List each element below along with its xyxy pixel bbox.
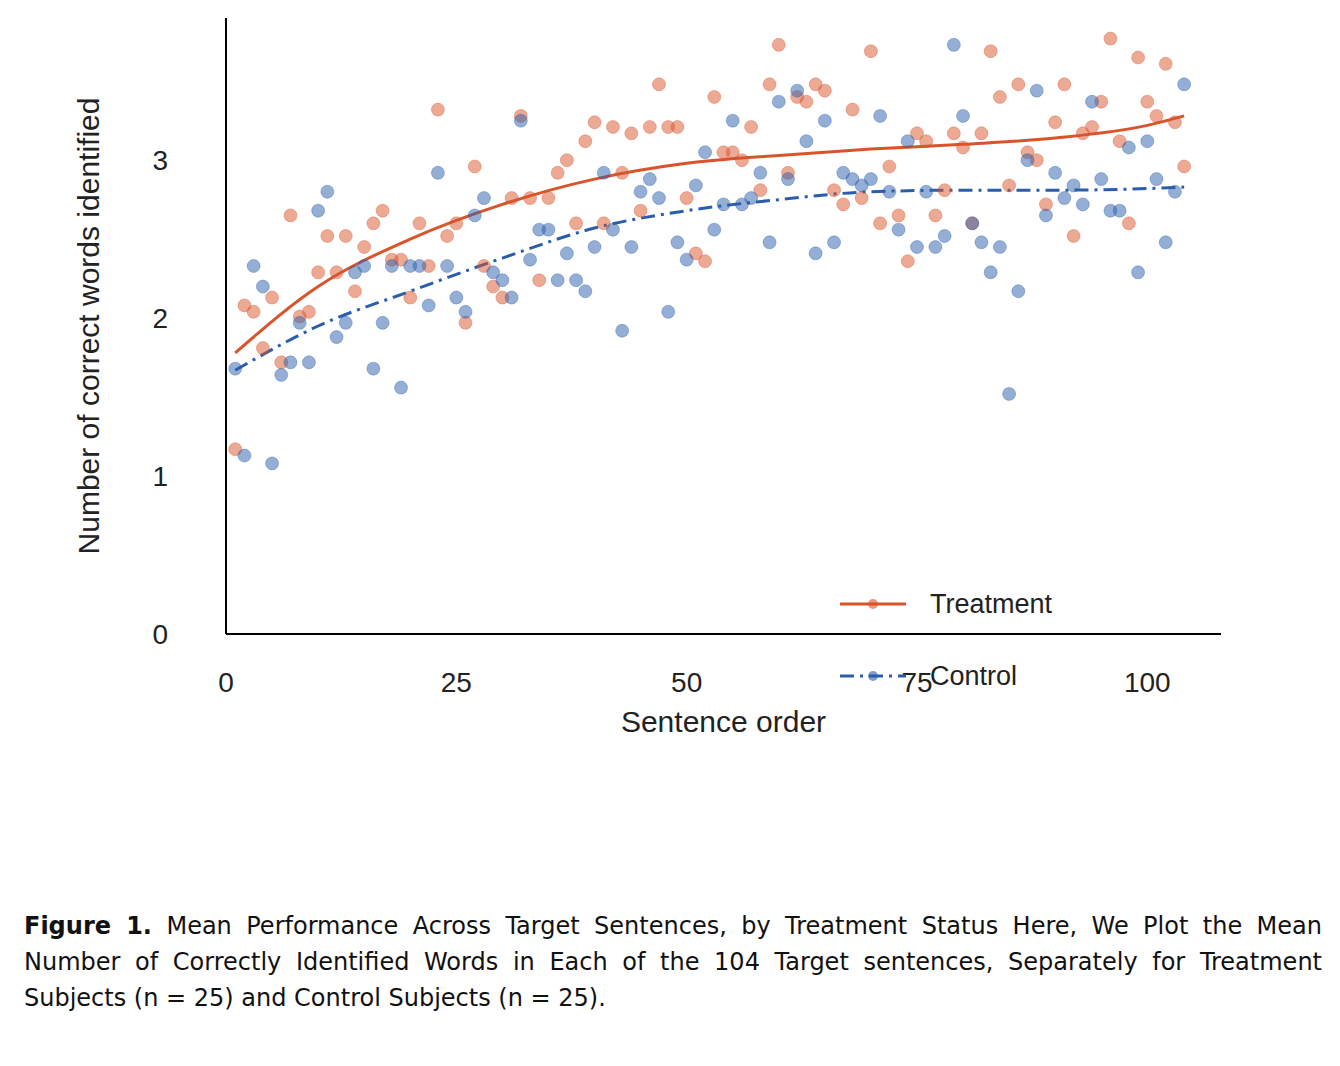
html-text:Figure 1.: Figure 1. [24, 912, 152, 940]
svg-text:2: 2 [152, 303, 168, 334]
svg-text:100: 100 [1124, 667, 1171, 698]
html-text:Treatment: Treatment [930, 588, 1052, 619]
html-text:Control: Control [930, 660, 1017, 691]
svg-text:0: 0 [218, 667, 234, 698]
html-text:Mean Performance Across Target: Mean Performance Across Target Sentences… [24, 912, 1322, 1012]
svg-text:25: 25 [441, 667, 472, 698]
svg-text:Sentence order: Sentence order [621, 705, 826, 738]
svg-text:50: 50 [671, 667, 702, 698]
svg-text:0: 0 [152, 619, 168, 650]
svg-text:3: 3 [152, 145, 168, 176]
svg-text:Number of correct words identi: Number of correct words identified [72, 98, 105, 555]
svg-text:1: 1 [152, 461, 168, 492]
svg-text:75: 75 [901, 667, 932, 698]
